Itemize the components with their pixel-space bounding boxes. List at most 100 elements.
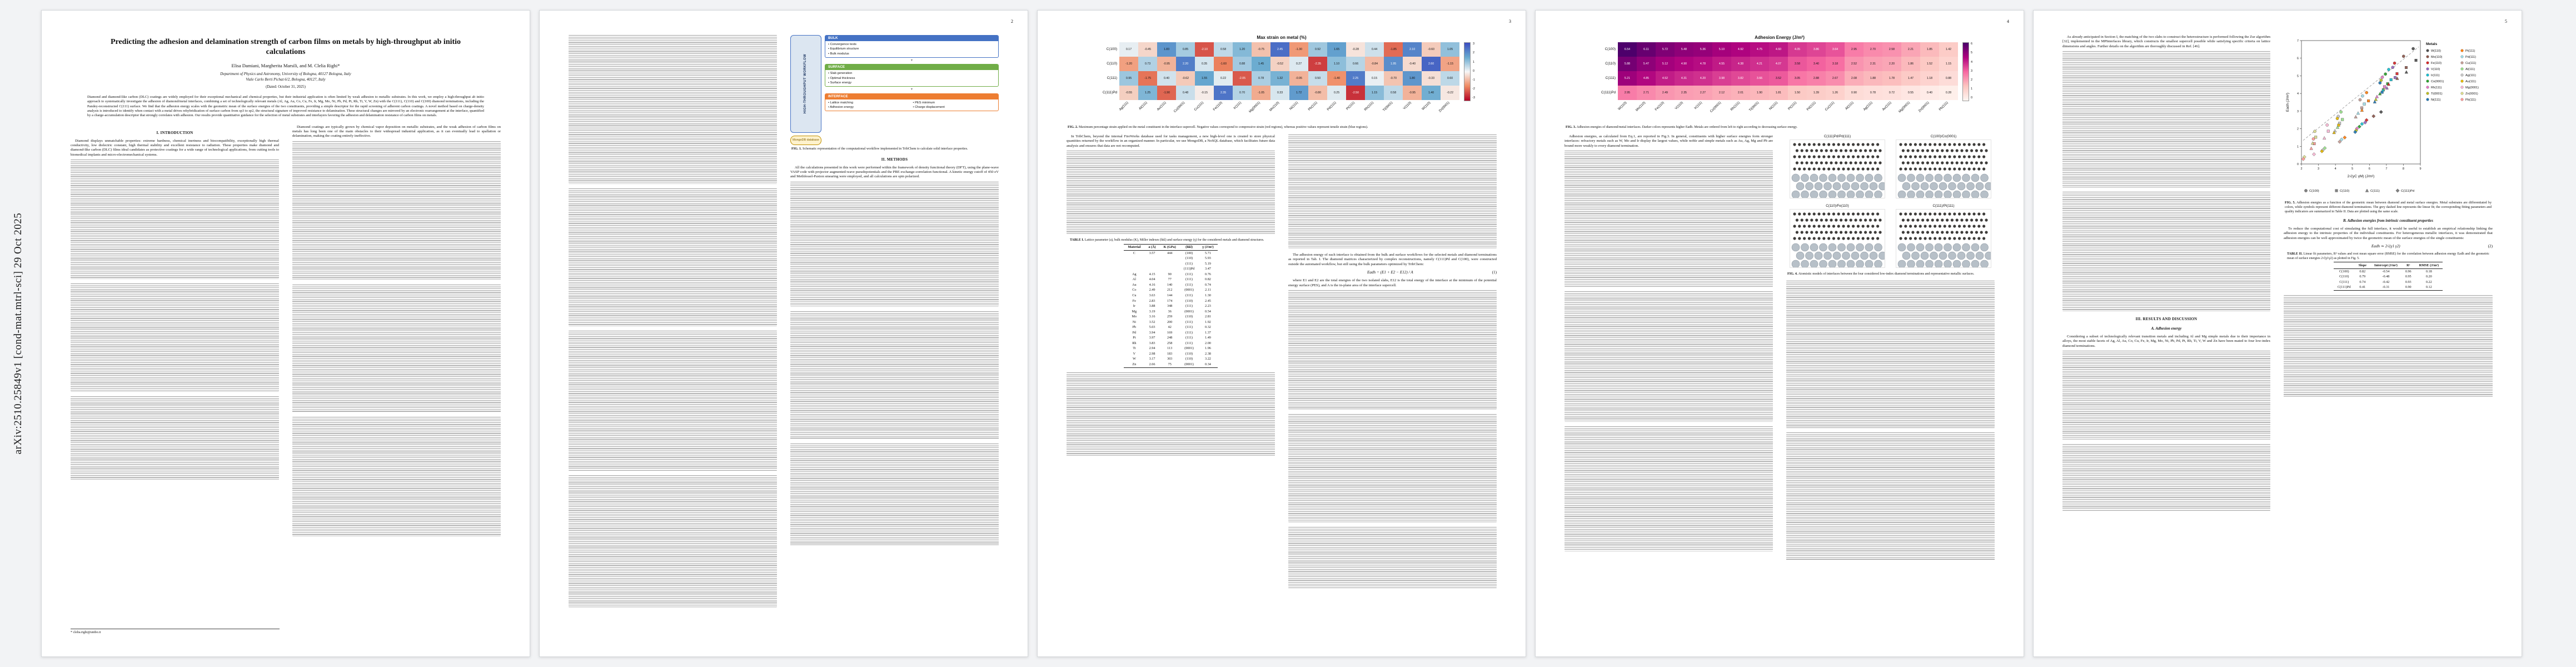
svg-text:C(110): C(110) — [2340, 190, 2349, 193]
fig4-panel: C(100)/Co(0001) — [1892, 135, 1995, 200]
heatmap-row-label: C(100) — [1605, 47, 1616, 52]
heatmap-cell: 0.88 — [1233, 57, 1252, 72]
svg-text:Ag(111): Ag(111) — [2465, 74, 2476, 77]
table-row: Au 4.16 140 (111) 0.74 — [1124, 282, 1217, 288]
table-cell: 5.93 — [1205, 256, 1211, 261]
table-row: Rh 3.83 258 (111) 2.00 — [1124, 341, 1217, 346]
paragraph-adhesion-results: Adhesion energies, as calculated from Eq… — [1564, 134, 1773, 148]
heatmap-cell: -1.90 — [1157, 86, 1177, 101]
table-cell: Ag — [1132, 272, 1137, 276]
heatmap-col-label: Au(111) — [1881, 101, 1892, 112]
table-cell — [1144, 267, 1159, 272]
heatmap-cell: 0.85 — [1176, 42, 1195, 57]
table-row: Pt 3.97 248 (111) 1.49 — [1124, 335, 1217, 341]
heatmap-cell: 5.21 — [1617, 71, 1637, 86]
heatmap-cell: 1.15 — [1939, 57, 1958, 72]
heatmap-colorbar — [1464, 42, 1471, 102]
table1-materials: TABLE I. Lattice parameter (a), bulk mod… — [1067, 238, 1275, 368]
table-cell: 0.90 — [2401, 285, 2415, 291]
table-cell: 2.83 — [1149, 298, 1155, 303]
table-caption-label: TABLE II. — [2287, 252, 2304, 256]
table-cell: C(111) — [2339, 280, 2349, 284]
heatmap-cell: 3.98 — [1712, 71, 1731, 86]
table-header-cell: R² — [2401, 262, 2415, 269]
table-cell: C — [1133, 251, 1135, 255]
table-cell: 348 — [1167, 304, 1173, 308]
table-body: C(100) 0.82 -0.54 0.96 0.18 C(110) 0.79 -0.48 0.… — [2333, 268, 2443, 291]
equation-2: Eadh ≃ 2√(γ1 γ2) (2) — [2284, 244, 2493, 249]
page-number: 2 — [1011, 19, 1013, 24]
svg-text:Al(111): Al(111) — [2465, 68, 2475, 71]
paragraph-zur-algorithm: As already anticipated in Section I, the… — [2062, 35, 2270, 48]
table-cell: 90 — [1168, 272, 1172, 276]
heatmap-cell: 2.20 — [1176, 57, 1195, 72]
table-cell: (110) — [1185, 298, 1193, 303]
heatmap-cell: 0.28 — [1939, 86, 1958, 101]
table-cell: (111) — [1185, 272, 1193, 276]
table-cell: (111) — [1185, 293, 1193, 298]
heatmap-cell: 3.66 — [1750, 71, 1769, 86]
table-cell — [1124, 256, 1144, 262]
svg-text:Pd(111): Pd(111) — [2465, 56, 2476, 59]
text-block — [1067, 151, 1275, 235]
heading-methods: II. METHODS — [881, 157, 908, 162]
heatmap-cell: 0.33 — [1270, 86, 1290, 101]
table-cell: (110) — [1185, 357, 1193, 361]
table-cell: 0.32 — [1205, 325, 1211, 330]
heatmap-cell: 2.71 — [1636, 86, 1656, 101]
colorbar-tick: 0 — [1970, 96, 1973, 100]
fig4-structure-image — [1790, 139, 1887, 199]
fig4-structure-image — [1790, 209, 1887, 268]
heatmap-cell: 3.40 — [1806, 57, 1826, 72]
table-cell: -0.31 — [2370, 285, 2401, 291]
heatmap-colorbar-ticks: 6 5 4 3 2 1 0 — [1971, 42, 1972, 100]
table-cell — [1144, 261, 1159, 267]
colorbar-tick: 1 — [1970, 87, 1973, 91]
dated-line: (Dated: October 31, 2025) — [266, 85, 306, 89]
table-row: C 3.57 444 (100) 5.71 — [1124, 250, 1217, 256]
heatmap-cell: 2.35 — [1674, 86, 1693, 101]
table-cell: 2.00 — [1205, 341, 1211, 345]
table-cell: (0001) — [1184, 346, 1194, 351]
heatmap-cell: -0.28 — [1346, 42, 1366, 57]
heatmap-cell: 3.82 — [1731, 71, 1750, 86]
fig1-workflow-diagram: HIGH-THROUGHPUT WORKFLOW MongoDB database… — [790, 35, 999, 145]
table-cell: 303 — [1167, 357, 1173, 361]
table-row: C(111) 0.74 -0.42 0.93 0.22 — [2334, 280, 2443, 285]
fig2-caption: FIG. 2. Maximum percentage strain applie… — [1068, 126, 1496, 130]
heatmap-col-label: Al(111) — [1138, 101, 1148, 111]
heatmap-cell: 0.22 — [1214, 71, 1233, 86]
heatmap-cell: -1.60 — [1214, 57, 1233, 72]
table-cell: Mo — [1132, 315, 1137, 319]
colorbar-tick: -1 — [1472, 78, 1475, 82]
heatmap-cell: 5.88 — [1617, 57, 1637, 72]
page1-right-column: Diamond coatings are typically grown by … — [292, 125, 501, 541]
heatmap-cell: -1.40 — [1327, 71, 1347, 86]
fig1-box-item: • Lattice matching — [828, 101, 853, 104]
heatmap-col-label: W(110) — [1617, 101, 1628, 112]
table-cell: Ti — [1133, 346, 1136, 351]
page-2: 2 HIGH-THROUGHPUT WORKFLOW MongoDB databa… — [539, 10, 1028, 657]
heatmap-title: Max strain on metal (%) — [1257, 35, 1307, 40]
table-cell: 258 — [1167, 341, 1173, 345]
paragraph: Diamond coatings are typically grown by … — [292, 125, 501, 138]
svg-text:2: 2 — [2297, 128, 2299, 131]
heatmap-cell: 4.90 — [1674, 57, 1693, 72]
heatmap-cell: 0.58 — [1384, 86, 1403, 101]
heatmap-row: C(100) 6.54 6.11 5.72 5.48 5.36 5.10 4.92 4.75 4.… — [1587, 42, 1958, 57]
fig1-box-item: • Charge displacement — [913, 106, 945, 109]
heatmap-colorbar-ticks: 3 2 1 0 -1 -2 -3 — [1472, 42, 1475, 100]
svg-text:1: 1 — [2297, 145, 2299, 148]
table-cell: -0.48 — [2382, 275, 2390, 279]
fig1-box-item: • Equilibrium structure — [828, 47, 859, 51]
fig4-panel-label: C(111)/Pt(111) — [1932, 204, 1955, 208]
fig1-caption-text: Schematic representation of the computat… — [802, 147, 968, 151]
svg-text:Mo(110): Mo(110) — [2431, 56, 2443, 59]
heatmap-cell: 0.58 — [1214, 42, 1233, 57]
table-cell: 0.18 — [2425, 269, 2432, 273]
table-row: Mg 3.19 36 (0001) 0.54 — [1124, 309, 1217, 315]
page-5: 5 As already anticipated in Section I, t… — [2033, 10, 2522, 657]
affiliation-line-1: Department of Physics and Astronomy, Uni… — [220, 72, 351, 77]
fig4-interface-models: C(111)Pd/Pd(111) C(100)/Co(0001) C(110)/Fe… — [1786, 135, 1995, 270]
table-row: (111) 5.19 — [1124, 261, 1217, 267]
